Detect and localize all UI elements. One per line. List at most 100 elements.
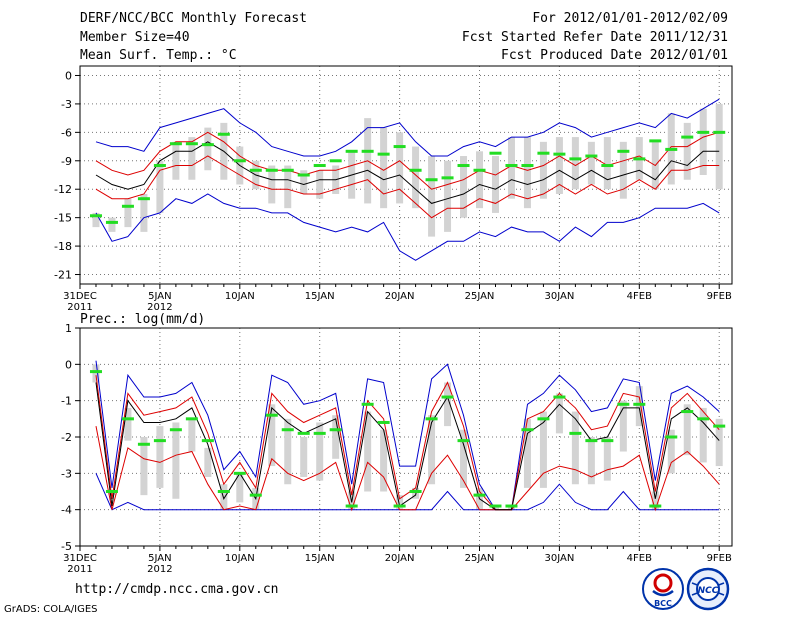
- prec-median-marker: [633, 402, 646, 406]
- prec-mean-line: [95, 382, 720, 511]
- temp-box: [699, 108, 707, 175]
- prec-ytick-label: -2: [61, 431, 72, 444]
- prec-box: [555, 393, 563, 434]
- prec-box: [124, 407, 132, 441]
- prec-xtick-label: 31DEC: [63, 553, 97, 564]
- prec-box: [284, 418, 292, 485]
- prec-xtick-label: 30JAN: [544, 553, 574, 564]
- temp-median-marker: [233, 159, 246, 163]
- prec-median-marker: [553, 395, 566, 399]
- prec-box: [188, 418, 196, 452]
- footer-url[interactable]: http://cmdp.ncc.cma.gov.cn: [75, 582, 279, 597]
- prec-median-marker: [457, 439, 470, 443]
- temp-xtick-label: 15JAN: [305, 291, 335, 302]
- prec-median-marker: [297, 431, 310, 435]
- temp-xtick-year: 2012: [147, 302, 172, 313]
- prec-median-marker: [441, 395, 454, 399]
- prec-box: [92, 364, 100, 383]
- temp-median-marker: [121, 204, 134, 208]
- temp-median-marker: [169, 142, 182, 146]
- temp-xtick-label: 5JAN: [148, 291, 171, 302]
- prec-median-marker: [137, 442, 150, 446]
- prec-box: [651, 491, 659, 510]
- temp-box: [124, 198, 132, 228]
- prec-box: [428, 415, 436, 485]
- prec-median-marker: [601, 439, 614, 443]
- prec-box: [539, 411, 547, 488]
- chart-title: DERF/NCC/BCC Monthly Forecast: [80, 11, 307, 26]
- prec-box: [300, 437, 308, 477]
- prec-box: [587, 437, 595, 485]
- temp-median-marker: [505, 164, 518, 168]
- temp-mean-line: [95, 141, 720, 204]
- temp-median-marker: [665, 147, 678, 151]
- prec-median-marker: [681, 410, 694, 414]
- temp-box: [268, 165, 276, 204]
- temp-median-marker: [265, 168, 278, 172]
- prec-title: Prec.: log(mm/d): [80, 312, 205, 327]
- prec-median-marker: [489, 504, 502, 508]
- forecast-started-date: Fcst Started Refer Date 2011/12/31: [461, 30, 728, 45]
- prec-box: [491, 506, 499, 510]
- prec-box: [204, 447, 212, 477]
- temp-box: [444, 160, 452, 232]
- prec-inner-upper-line: [95, 375, 720, 511]
- prec-inner-lower-line: [95, 426, 720, 512]
- temp-box: [204, 127, 212, 171]
- prec-median-marker: [473, 493, 486, 497]
- temp-box: [715, 103, 723, 190]
- prec-median-marker: [281, 428, 294, 432]
- prec-ytick-label: 0: [65, 358, 72, 371]
- prec-xtick-label: 25JAN: [465, 553, 495, 564]
- temp-ytick-label: -6: [61, 126, 72, 139]
- temp-box: [683, 122, 691, 180]
- temp-xtick-year: 2011: [67, 302, 92, 313]
- temp-plot-frame: [79, 65, 733, 285]
- prec-ytick-label: -5: [61, 540, 72, 553]
- prec-median-marker: [89, 370, 102, 374]
- prec-median-marker: [697, 417, 710, 421]
- temp-box: [460, 156, 468, 218]
- temp-median-marker: [185, 142, 198, 146]
- prec-median-marker: [249, 493, 262, 497]
- prec-median-marker: [393, 504, 406, 508]
- temp-ytick-label: -3: [61, 98, 72, 111]
- temp-box: [92, 212, 100, 228]
- temp-median-marker: [89, 214, 102, 218]
- prec-box: [699, 407, 707, 463]
- prec-box: [571, 411, 579, 485]
- temp-median-marker: [489, 151, 502, 155]
- temp-inner-upper-line: [95, 131, 720, 190]
- temp-median-marker: [313, 164, 326, 168]
- prec-box: [396, 495, 404, 510]
- variable-label: Mean Surf. Temp.: °C: [80, 48, 237, 63]
- temp-ytick-label: -9: [61, 155, 72, 168]
- temp-ytick-label: -12: [54, 183, 72, 196]
- temp-median-marker: [537, 151, 550, 155]
- temp-median-marker: [457, 164, 470, 168]
- prec-box: [220, 484, 228, 510]
- prec-box: [635, 386, 643, 427]
- prec-box: [683, 404, 691, 456]
- forecast-produced-date: Fcst Produced Date 2012/01/01: [501, 48, 728, 63]
- prec-xtick-label: 10JAN: [225, 553, 255, 564]
- temp-box: [172, 141, 180, 180]
- temp-box: [507, 137, 515, 199]
- prec-xtick-label: 15JAN: [305, 553, 335, 564]
- prec-median-marker: [217, 490, 230, 493]
- prec-median-marker: [153, 439, 166, 443]
- prec-box: [268, 404, 276, 467]
- prec-median-marker: [121, 417, 134, 421]
- temp-ytick-label: -15: [54, 212, 72, 225]
- prec-box: [444, 382, 452, 427]
- prec-median-marker: [313, 431, 326, 435]
- prec-box: [172, 422, 180, 499]
- temp-median-marker: [473, 168, 486, 172]
- temp-median-marker: [633, 157, 646, 161]
- temp-xtick-label: 25JAN: [465, 291, 495, 302]
- prec-median-marker: [505, 504, 518, 508]
- temp-median-marker: [137, 197, 150, 201]
- temp-box: [523, 137, 531, 209]
- ncc-logo: NCC: [686, 567, 730, 611]
